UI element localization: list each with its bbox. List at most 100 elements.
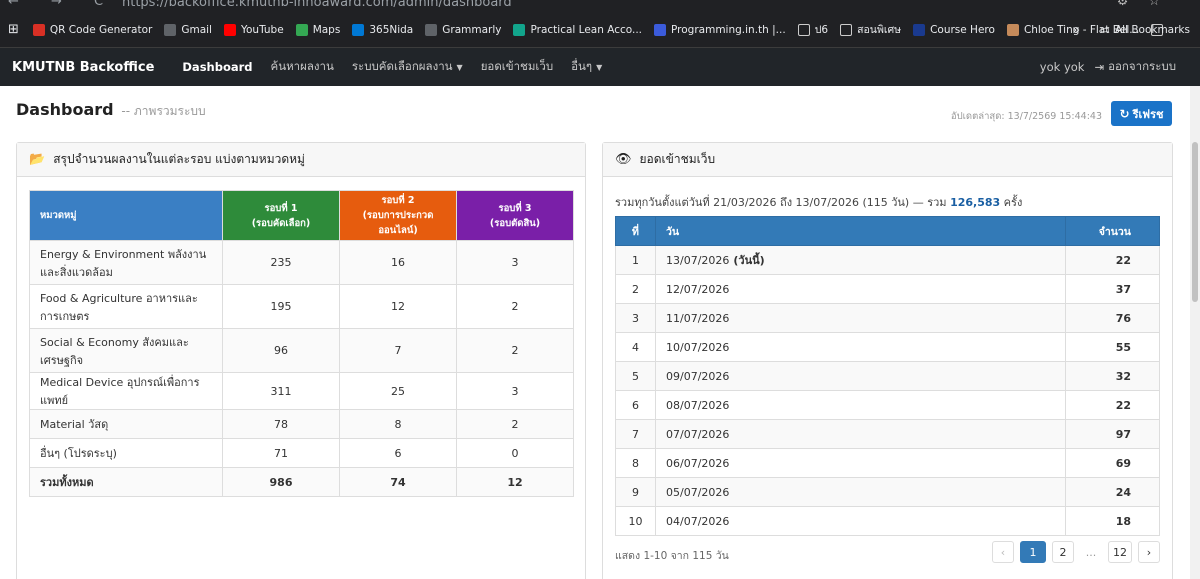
- bookmark-label: Gmail: [181, 23, 212, 36]
- folder-icon: [1151, 23, 1164, 36]
- count-cell: 2: [456, 328, 574, 373]
- count-cell: 0: [456, 438, 574, 468]
- url-text[interactable]: https://backoffice.kmutnb-innoaward.com/…: [122, 0, 512, 10]
- count-cell: 76: [1065, 303, 1160, 333]
- bookmark-label: Maps: [312, 23, 341, 36]
- table-row: 7 07/07/2026 97: [615, 419, 1160, 449]
- maps-icon: [295, 23, 308, 36]
- page-subtitle: -- ภาพรวมระบบ: [121, 104, 206, 118]
- nav-item[interactable]: Dashboard: [182, 60, 252, 74]
- nav-item[interactable]: อื่นๆ ▼: [571, 58, 602, 76]
- visits-table: ที่ วัน จำนวน 1 13/07/2026 (วันนี้) 22 2 12/0…: [615, 216, 1160, 536]
- date-cell: 12/07/2026: [655, 274, 1066, 304]
- date-text: 06/07/2026: [666, 456, 730, 470]
- bookmark-item[interactable]: Practical Lean Acco...: [513, 23, 642, 36]
- visits-summary: รวมทุกวันตั้งแต่วันที่ 21/03/2026 ถึง 13…: [615, 193, 1022, 211]
- index-cell: 2: [615, 274, 656, 304]
- pagination-info: แสดง 1-10 จาก 115 วัน: [615, 550, 729, 562]
- summary-unit: ครั้ง: [1003, 196, 1023, 209]
- last-page-button[interactable]: 12: [1108, 541, 1132, 563]
- folder-icon: [840, 23, 853, 36]
- count-cell: 12: [339, 284, 457, 329]
- date-text: 04/07/2026: [666, 514, 730, 528]
- apps-grid-icon[interactable]: ⊞: [8, 22, 19, 37]
- count-cell: 97: [1065, 419, 1160, 449]
- more-bookmarks-icon[interactable]: »: [1072, 22, 1081, 38]
- table-row: 1 13/07/2026 (วันนี้) 22: [615, 245, 1160, 275]
- category-cell: Material วัสดุ: [29, 409, 223, 439]
- brand-logo[interactable]: KMUTNB Backoffice: [12, 59, 155, 75]
- bookmark-item[interactable]: ป6: [797, 21, 829, 38]
- date-cell: 13/07/2026 (วันนี้): [655, 245, 1066, 275]
- category-table: หมวดหมู่ รอบที่ 1 (รอบคัดเลือก) รอบที่ 2 (รอ…: [29, 190, 574, 497]
- bookmark-item[interactable]: Maps: [295, 23, 341, 36]
- prev-page-button[interactable]: ‹: [992, 541, 1014, 563]
- folder-icon: [797, 23, 810, 36]
- bookmark-item[interactable]: 365Nida: [352, 23, 413, 36]
- table-row: 4 10/07/2026 55: [615, 332, 1160, 362]
- bookmark-item[interactable]: YouTube: [223, 23, 284, 36]
- nav-item[interactable]: ระบบคัดเลือกผลงาน ▼: [352, 58, 463, 76]
- bookmark-item[interactable]: QR Code Generator: [32, 23, 152, 36]
- nav-item-label: Dashboard: [182, 60, 253, 74]
- bookmark-item[interactable]: Programming.in.th |...: [654, 23, 786, 36]
- nav-item-label: ยอดเข้าชมเว็บ: [480, 59, 554, 73]
- caret-down-icon: ▼: [596, 63, 603, 72]
- logout-link[interactable]: ออกจากระบบ: [1108, 59, 1176, 73]
- bookmark-item[interactable]: [1151, 23, 1168, 36]
- index-cell: 5: [615, 361, 656, 391]
- bookmark-item[interactable]: Chloe Ting - Flat Bel...: [1006, 23, 1139, 36]
- date-cell: 11/07/2026: [655, 303, 1066, 333]
- bookmark-label: สอนพิเศษ: [857, 24, 902, 36]
- s-icon: [513, 23, 526, 36]
- table-row: 10 04/07/2026 18: [615, 506, 1160, 536]
- count-cell: 25: [339, 372, 457, 410]
- category-cell: Food & Agriculture อาหารและการเกษตร: [29, 284, 223, 329]
- page-2-button[interactable]: 2: [1052, 541, 1074, 563]
- scrollbar-thumb[interactable]: [1192, 142, 1198, 302]
- bookmark-item[interactable]: Course Hero: [913, 23, 995, 36]
- page-scrollbar[interactable]: [1190, 86, 1200, 579]
- bookmark-item[interactable]: Grammarly: [425, 23, 501, 36]
- globe-icon: [164, 23, 177, 36]
- count-cell: 69: [1065, 448, 1160, 478]
- table-row: Food & Agriculture อาหารและการเกษตร 195 12…: [29, 284, 574, 329]
- bookmark-label: ป6: [814, 24, 829, 36]
- today-badge: (วันนี้): [733, 254, 765, 267]
- category-cell: Medical Device อุปกรณ์เพื่อการแพทย์: [29, 372, 223, 410]
- summary-text: รวมทุกวันตั้งแต่วันที่ 21/03/2026 ถึง 13…: [615, 196, 947, 209]
- column-label: รอบที่ 3: [498, 202, 532, 214]
- count-cell: 12: [456, 467, 574, 497]
- browser-action-icons[interactable]: ⚙☆: [1116, 0, 1180, 9]
- browser-url-bar[interactable]: ← → C https://backoffice.kmutnb-innoawar…: [0, 0, 1200, 12]
- nav-item[interactable]: ยอดเข้าชมเว็บ: [481, 58, 553, 76]
- count-cell: 32: [1065, 361, 1160, 391]
- all-bookmarks-link[interactable]: All Bookmarks: [1114, 24, 1190, 36]
- nav-item[interactable]: ค้นหาผลงาน: [271, 58, 334, 76]
- count-cell: 3: [456, 372, 574, 410]
- refresh-button[interactable]: ↻ รีเฟรช: [1111, 101, 1172, 126]
- panel-title: สรุปจำนวนผลงานในแต่ละรอบ แบ่งตามหมวดหมู่: [53, 152, 305, 166]
- table-row: 2 12/07/2026 37: [615, 274, 1160, 304]
- date-text: 08/07/2026: [666, 398, 730, 412]
- panel-title: ยอดเข้าชมเว็บ: [639, 152, 716, 166]
- bookmark-item[interactable]: สอนพิเศษ: [840, 21, 901, 38]
- grid-icon: [352, 23, 365, 36]
- browser-nav-icons[interactable]: ← → C: [8, 0, 118, 9]
- page-1-button[interactable]: 1: [1020, 541, 1046, 563]
- column-label: รอบที่ 1: [264, 202, 298, 214]
- column-sublabel: (รอบตัดสิน): [489, 217, 541, 229]
- logout-icon[interactable]: ⇥: [1094, 60, 1105, 74]
- table-row: 3 11/07/2026 76: [615, 303, 1160, 333]
- next-page-button[interactable]: ›: [1138, 541, 1160, 563]
- category-cell: อื่นๆ (โปรดระบุ): [29, 438, 223, 468]
- folder-icon: ▭: [1100, 24, 1110, 36]
- index-cell: 7: [615, 419, 656, 449]
- count-cell: 195: [222, 284, 340, 329]
- date-text: 07/07/2026: [666, 427, 730, 441]
- date-cell: 07/07/2026: [655, 419, 1066, 449]
- user-name: yok yok: [1039, 60, 1085, 74]
- category-cell: Energy & Environment พลังงานและสิ่งแวดล้…: [29, 240, 223, 285]
- bookmark-item[interactable]: Gmail: [164, 23, 212, 36]
- table-row: 6 08/07/2026 22: [615, 390, 1160, 420]
